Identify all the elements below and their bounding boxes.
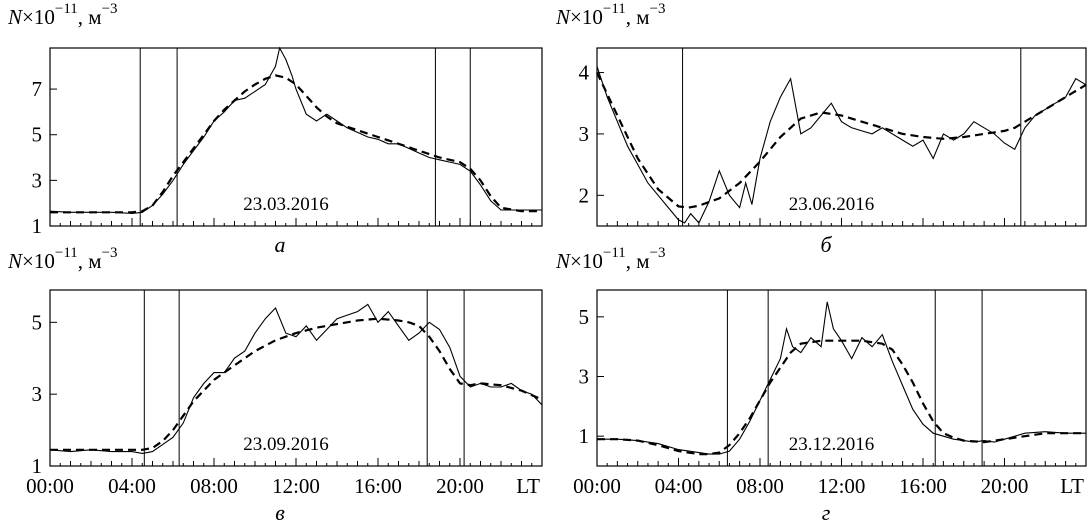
y-tick-label: 3	[579, 122, 590, 146]
model-curve	[596, 72, 1087, 209]
date-label: 23.03.2016	[243, 194, 329, 215]
y-tick-label: 5	[32, 123, 43, 147]
y-axis-title: N×10−11, м−3	[7, 1, 118, 29]
y-tick-label: 1	[32, 214, 43, 238]
y-tick-label: 3	[32, 382, 43, 406]
y-tick-label: 1	[579, 424, 590, 448]
date-label: 23.12.2016	[789, 434, 875, 455]
measured-curve	[49, 303, 543, 454]
y-axis-title: N×10−11, м−3	[555, 245, 666, 273]
x-tick-label: 08:00	[736, 474, 784, 498]
x-unit-label: LT	[516, 474, 540, 498]
y-tick-label: 2	[579, 183, 590, 207]
y-tick-label: 7	[32, 77, 43, 101]
y-tick-label: 5	[32, 310, 43, 334]
x-tick-label: 20:00	[981, 474, 1029, 498]
x-tick-label: 20:00	[436, 474, 484, 498]
x-tick-label: 12:00	[818, 474, 866, 498]
measured-curve	[596, 66, 1087, 224]
x-tick-label: 08:00	[190, 474, 238, 498]
y-tick-label: 4	[579, 61, 590, 85]
model-curve	[597, 339, 1086, 456]
model-curve	[50, 74, 542, 214]
panel-letter: г	[822, 500, 831, 525]
x-tick-label: 00:00	[26, 474, 74, 498]
x-tick-label: 16:00	[899, 474, 947, 498]
y-tick-label: 5	[579, 305, 590, 329]
x-tick-label: 12:00	[272, 474, 320, 498]
date-label: 23.09.2016	[243, 434, 329, 455]
y-axis-title: N×10−11, м−3	[555, 1, 666, 29]
panel-letter: в	[275, 500, 285, 525]
y-tick-label: 3	[32, 168, 43, 192]
y-axis-title: N×10−11, м−3	[7, 245, 118, 273]
panel-letter: б	[820, 232, 832, 257]
x-tick-label: 04:00	[655, 474, 703, 498]
y-tick-label: 1	[32, 454, 43, 478]
x-tick-label: 16:00	[354, 474, 402, 498]
date-label: 23.06.2016	[789, 194, 875, 215]
x-unit-label: LT	[1060, 474, 1084, 498]
y-tick-label: 3	[579, 365, 590, 389]
panel-1: 1 3 5 7 23.03.2016 а N×10−11, м−3	[7, 1, 543, 257]
measured-curve	[597, 301, 1086, 455]
panel-3: 1 3 5 00:00 04:00 08:00 12:00 16:00 20:00 LT 23.09…	[7, 245, 543, 525]
x-tick-label: 04:00	[108, 474, 156, 498]
measured-curve	[49, 46, 542, 214]
panel-letter: а	[275, 232, 286, 257]
model-curve	[50, 317, 543, 451]
panel-2: 2 3 4 23.06.2016 б N×10−11, м−3	[555, 1, 1087, 257]
x-tick-label: 00:00	[573, 474, 621, 498]
panel-4: 1 3 5 00:00 04:00 08:00 12:00 16:00 20:00 LT 23.12…	[555, 245, 1087, 525]
